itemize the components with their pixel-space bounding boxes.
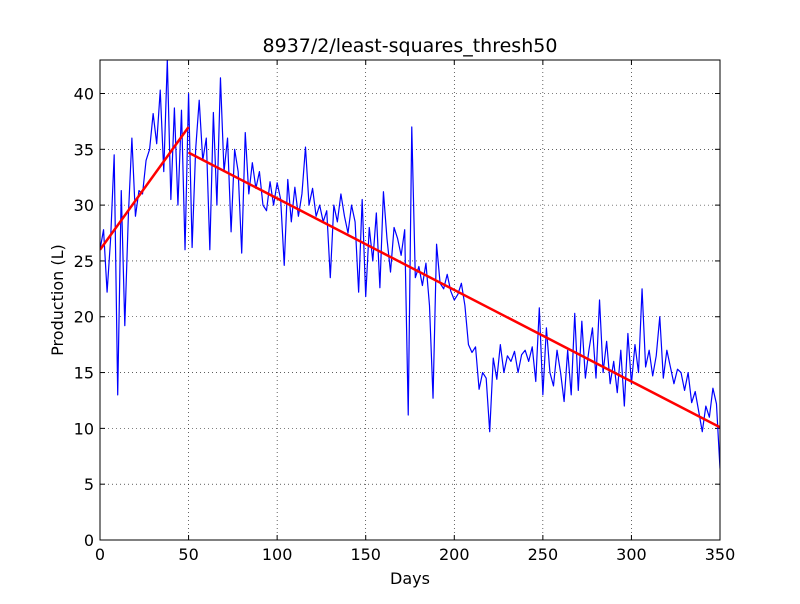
x-tick-label: 250 — [528, 545, 559, 564]
x-tick-label: 300 — [616, 545, 647, 564]
chart-title: 8937/2/least-squares_thresh50 — [263, 35, 558, 57]
y-tick-label: 10 — [74, 419, 94, 438]
x-tick-label: 350 — [705, 545, 736, 564]
y-axis-label: Production (L) — [48, 244, 67, 356]
y-tick-label: 0 — [84, 531, 94, 550]
x-tick-label: 100 — [262, 545, 293, 564]
x-tick-label: 0 — [95, 545, 105, 564]
data-line — [100, 126, 190, 251]
y-tick-label: 25 — [74, 252, 94, 271]
x-tick-label: 200 — [439, 545, 470, 564]
data-line — [187, 151, 720, 429]
y-tick-label: 30 — [74, 196, 94, 215]
y-tick-label: 5 — [84, 475, 94, 494]
plot-frame — [99, 59, 721, 541]
y-tick-label: 15 — [74, 364, 94, 383]
y-tick-label: 40 — [74, 84, 94, 103]
x-tick-label: 150 — [350, 545, 381, 564]
data-line — [100, 60, 720, 469]
y-tick-label: 35 — [74, 140, 94, 159]
y-tick-label: 20 — [74, 308, 94, 327]
x-tick-label: 50 — [178, 545, 198, 564]
x-axis-label: Days — [390, 569, 430, 588]
